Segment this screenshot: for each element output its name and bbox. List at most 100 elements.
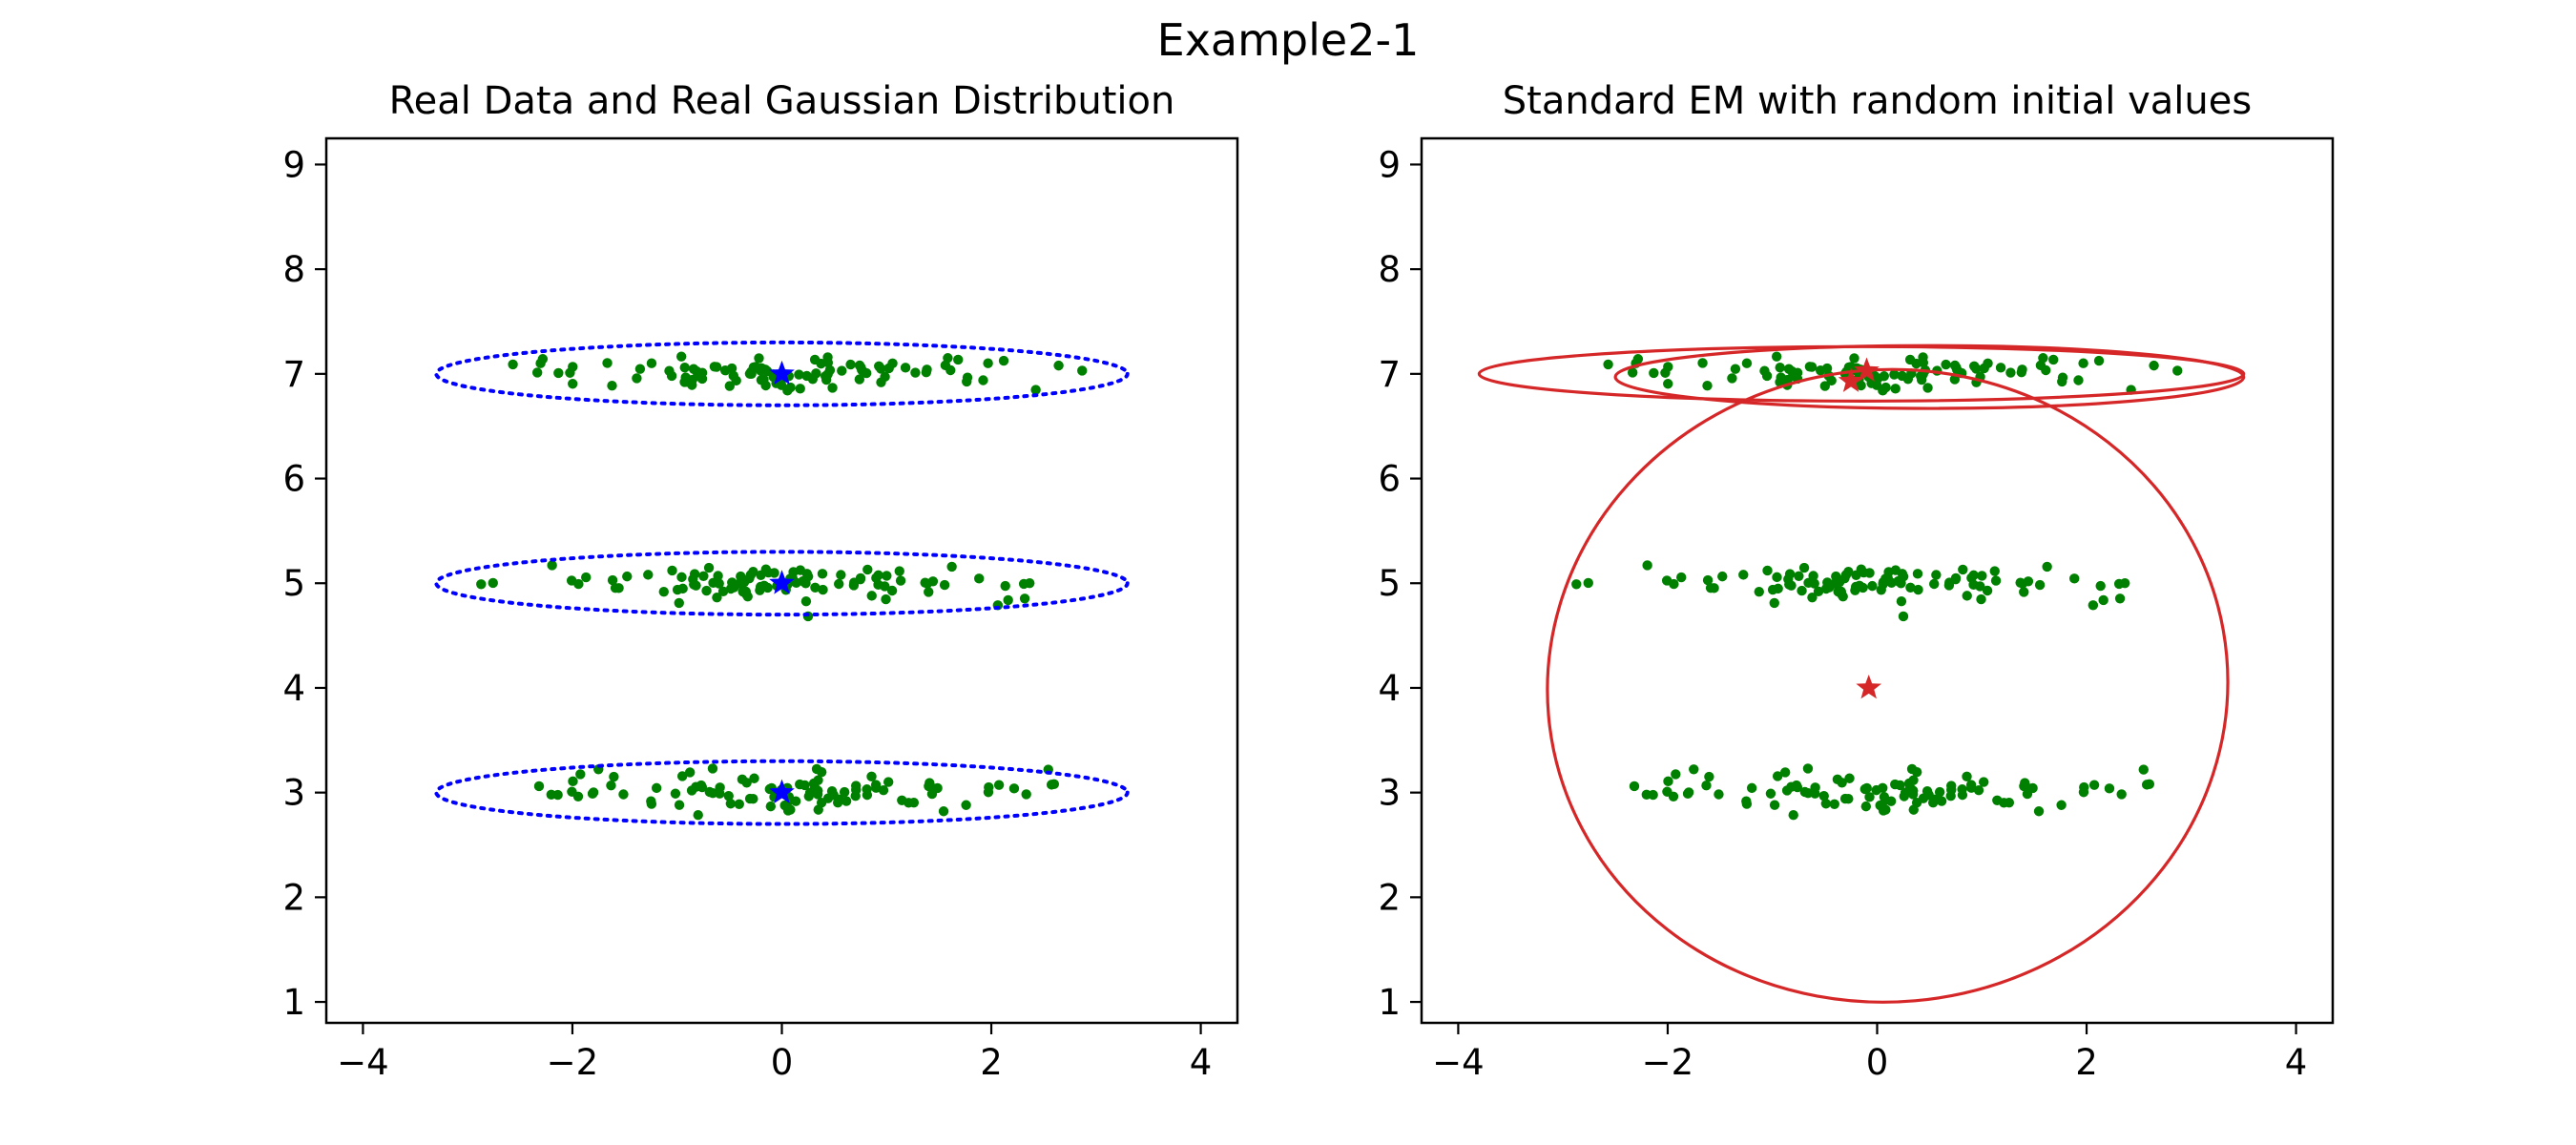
data-point: [607, 381, 617, 391]
data-point: [748, 566, 758, 577]
data-point: [1844, 773, 1855, 783]
data-point: [1976, 593, 1986, 605]
y-tick-label: 6: [1378, 459, 1401, 500]
y-tick-label: 8: [282, 249, 305, 290]
data-point: [2048, 354, 2059, 365]
data-point: [1802, 787, 1814, 799]
data-point: [565, 367, 575, 378]
data-point: [1663, 379, 1673, 389]
data-point: [689, 579, 699, 590]
data-point: [984, 781, 994, 793]
data-point: [651, 782, 662, 794]
data-point: [795, 384, 805, 394]
data-point: [1990, 575, 2002, 586]
data-point: [932, 782, 943, 794]
y-tick-label: 5: [282, 563, 305, 604]
data-point: [2041, 364, 2051, 376]
data-point: [904, 798, 914, 808]
data-point: [1746, 782, 1757, 794]
data-point: [2005, 367, 2016, 378]
y-tick-label: 3: [282, 773, 305, 814]
data-point: [1922, 383, 1933, 393]
data-point: [962, 372, 973, 383]
data-point: [822, 352, 833, 363]
data-point: [1916, 374, 1927, 385]
x-tick-label: 2: [2075, 1042, 2098, 1083]
data-point: [974, 573, 985, 584]
data-point: [622, 571, 633, 582]
data-point: [1714, 789, 1724, 800]
data-point: [679, 377, 690, 387]
data-point: [1571, 579, 1582, 590]
mean-star-marker: [769, 360, 795, 385]
data-point: [1775, 362, 1785, 373]
data-point: [880, 581, 890, 592]
data-point: [1769, 800, 1780, 810]
data-point: [2114, 593, 2126, 604]
data-point: [2093, 355, 2105, 366]
data-point: [1957, 789, 1968, 801]
data-point: [946, 561, 957, 572]
data-point: [1662, 786, 1672, 797]
x-tick-label: −2: [547, 1042, 599, 1083]
x-tick-label: 0: [1866, 1042, 1889, 1083]
data-point: [978, 375, 988, 385]
data-point: [684, 767, 696, 778]
data-point: [1931, 570, 1942, 580]
y-tick-label: 7: [282, 354, 305, 395]
data-point: [851, 784, 862, 796]
data-point: [1905, 582, 1916, 593]
data-point: [1583, 577, 1593, 589]
data-point: [2042, 561, 2052, 572]
data-point: [910, 367, 921, 378]
data-point: [749, 773, 759, 783]
data-point: [687, 374, 697, 385]
data-point: [862, 789, 873, 801]
data-point: [1769, 597, 1779, 609]
data-point: [1782, 374, 1793, 385]
data-point: [691, 781, 701, 792]
data-point: [1969, 361, 1980, 372]
data-point: [711, 362, 722, 372]
data-point: [587, 788, 598, 800]
data-point: [871, 572, 882, 583]
data-point: [1783, 364, 1795, 374]
data-point: [1878, 579, 1888, 590]
data-point: [746, 368, 757, 379]
data-point: [1952, 364, 1963, 375]
x-tick-label: −4: [337, 1042, 389, 1083]
data-point: [1629, 781, 1640, 792]
data-point: [715, 782, 725, 793]
data-point: [822, 793, 834, 803]
mean-star-marker: [1854, 357, 1880, 382]
data-point: [712, 592, 722, 603]
data-point: [862, 564, 873, 575]
data-point: [643, 570, 654, 580]
data-point: [1762, 565, 1773, 576]
figure-title: Example2-1: [1157, 14, 1420, 66]
data-point: [677, 583, 688, 594]
y-tick-label: 6: [282, 459, 305, 500]
data-point: [674, 597, 684, 609]
y-tick-label: 9: [282, 144, 305, 185]
data-point: [646, 796, 656, 806]
data-point: [646, 358, 657, 368]
data-point: [1053, 360, 1064, 371]
data-point: [800, 596, 812, 607]
data-point: [2019, 781, 2029, 792]
data-point: [1021, 789, 1031, 800]
data-point: [1819, 381, 1831, 391]
data-point: [1784, 579, 1795, 590]
data-point: [1843, 566, 1854, 577]
data-point: [924, 781, 934, 792]
y-tick-label: 4: [1378, 668, 1401, 709]
data-point: [945, 364, 956, 376]
data-point: [658, 586, 669, 597]
data-point: [1738, 570, 1749, 580]
data-point: [880, 371, 890, 383]
data-point: [1754, 586, 1764, 597]
data-point: [1797, 585, 1807, 596]
data-point: [874, 361, 884, 372]
data-point: [1773, 583, 1783, 594]
data-point: [2038, 353, 2048, 364]
